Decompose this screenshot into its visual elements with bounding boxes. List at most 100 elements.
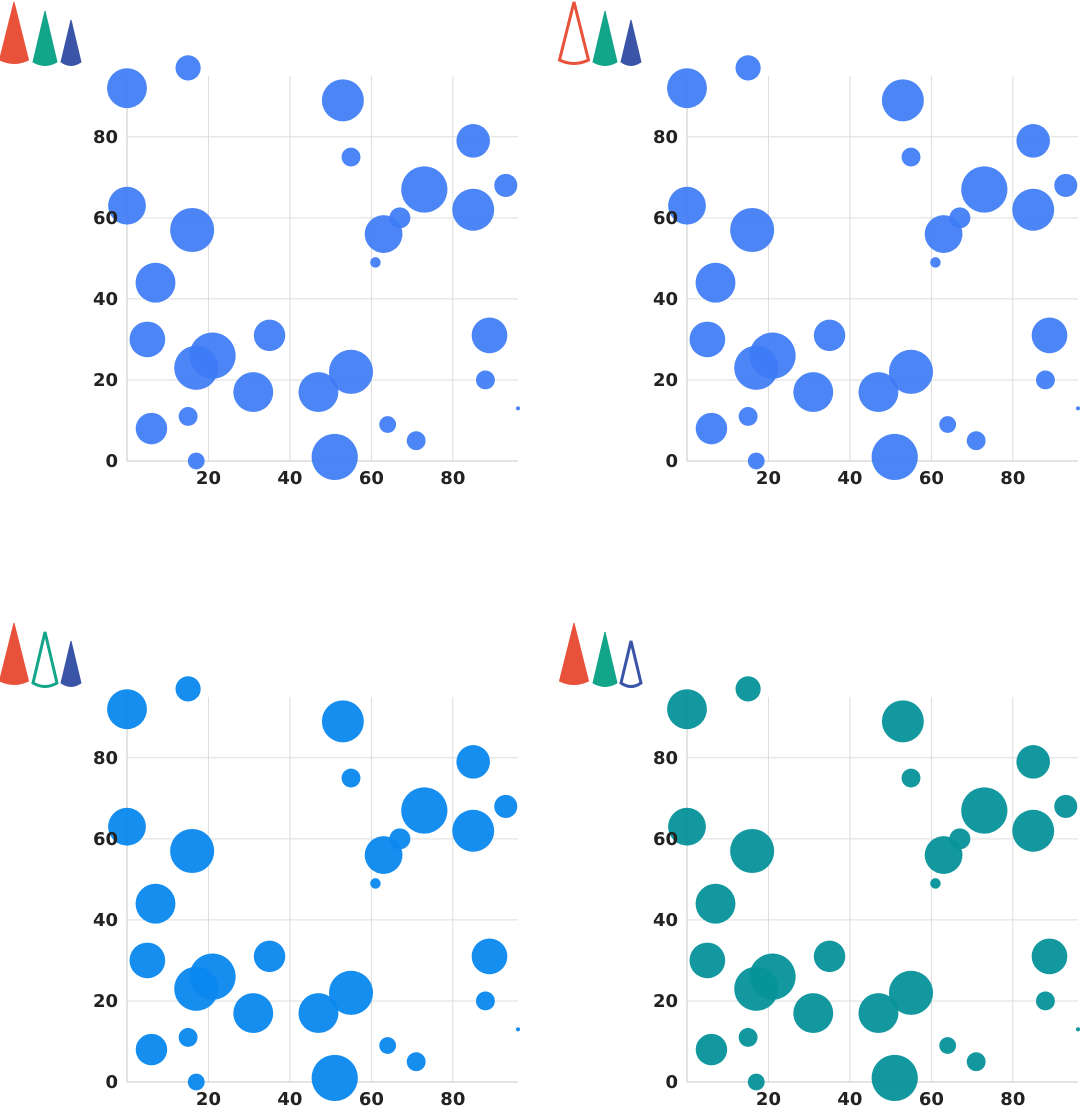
bubble-point[interactable] xyxy=(871,1054,918,1102)
bubble-point[interactable] xyxy=(888,970,934,1015)
bubble-point[interactable] xyxy=(668,807,706,846)
bubble-point[interactable] xyxy=(939,416,957,433)
bubble-point[interactable] xyxy=(108,186,146,225)
bubble-point[interactable] xyxy=(747,1073,765,1091)
bubble-point[interactable] xyxy=(667,68,707,109)
green-cone-icon[interactable] xyxy=(592,631,618,687)
bubble-point[interactable] xyxy=(328,970,374,1015)
bubble-point[interactable] xyxy=(135,1033,168,1066)
bubble-point[interactable] xyxy=(924,836,963,874)
bubble-point[interactable] xyxy=(321,700,364,743)
bubble-point[interactable] xyxy=(668,186,706,225)
bubble-point[interactable] xyxy=(1031,938,1068,975)
bubble-point[interactable] xyxy=(456,124,490,158)
navy-cone-icon[interactable] xyxy=(620,19,642,66)
bubble-point[interactable] xyxy=(311,1054,358,1102)
bubble-point[interactable] xyxy=(341,147,361,167)
bubble-point[interactable] xyxy=(1012,188,1055,231)
bubble-point[interactable] xyxy=(494,173,518,197)
bubble-point[interactable] xyxy=(233,372,274,413)
bubble-point[interactable] xyxy=(233,993,274,1034)
bubble-point[interactable] xyxy=(1075,406,1080,411)
bubble-point[interactable] xyxy=(364,836,403,874)
navy-cone-icon[interactable] xyxy=(619,640,643,688)
bubble-point[interactable] xyxy=(881,79,924,122)
bubble-point[interactable] xyxy=(321,79,364,122)
green-cone-icon[interactable] xyxy=(31,631,59,688)
bubble-point[interactable] xyxy=(401,166,448,213)
bubble-point[interactable] xyxy=(328,349,374,394)
bubble-point[interactable] xyxy=(379,1037,397,1054)
bubble-point[interactable] xyxy=(813,319,846,352)
bubble-point[interactable] xyxy=(1035,370,1055,390)
bubble-point[interactable] xyxy=(370,878,381,889)
bubble-point[interactable] xyxy=(813,940,846,973)
bubble-point[interactable] xyxy=(379,416,397,433)
bubble-point[interactable] xyxy=(170,207,215,253)
bubble-point[interactable] xyxy=(793,993,834,1034)
bubble-point[interactable] xyxy=(187,1073,205,1091)
red-cone-icon[interactable] xyxy=(0,1,30,64)
bubble-point[interactable] xyxy=(961,166,1008,213)
bubble-point[interactable] xyxy=(452,809,495,852)
bubble-point[interactable] xyxy=(174,966,219,1011)
bubble-point[interactable] xyxy=(494,794,518,818)
bubble-point[interactable] xyxy=(734,345,779,390)
bubble-point[interactable] xyxy=(1075,1027,1080,1032)
green-cone-icon[interactable] xyxy=(32,10,58,66)
bubble-point[interactable] xyxy=(1016,124,1050,158)
bubble-point[interactable] xyxy=(129,942,166,979)
bubble-point[interactable] xyxy=(695,262,736,303)
bubble-point[interactable] xyxy=(735,55,761,81)
bubble-point[interactable] xyxy=(475,991,495,1011)
bubble-point[interactable] xyxy=(475,370,495,390)
bubble-point[interactable] xyxy=(901,147,921,167)
bubble-point[interactable] xyxy=(107,689,147,730)
bubble-point[interactable] xyxy=(129,321,166,358)
bubble-point[interactable] xyxy=(170,828,215,874)
green-cone-icon[interactable] xyxy=(592,10,618,66)
bubble-point[interactable] xyxy=(901,768,921,788)
bubble-point[interactable] xyxy=(695,1033,728,1066)
bubble-point[interactable] xyxy=(858,993,899,1034)
bubble-point[interactable] xyxy=(253,940,286,973)
bubble-point[interactable] xyxy=(107,68,147,109)
bubble-point[interactable] xyxy=(730,828,775,874)
bubble-point[interactable] xyxy=(738,1027,758,1047)
bubble-point[interactable] xyxy=(175,55,201,81)
bubble-point[interactable] xyxy=(738,406,758,426)
bubble-point[interactable] xyxy=(881,700,924,743)
navy-cone-icon[interactable] xyxy=(60,640,82,687)
bubble-point[interactable] xyxy=(966,431,986,451)
bubble-point[interactable] xyxy=(298,372,339,413)
bubble-point[interactable] xyxy=(1035,991,1055,1011)
bubble-point[interactable] xyxy=(939,1037,957,1054)
bubble-point[interactable] xyxy=(456,745,490,779)
red-cone-icon[interactable] xyxy=(557,1,591,65)
bubble-point[interactable] xyxy=(178,406,198,426)
bubble-point[interactable] xyxy=(515,406,521,411)
bubble-point[interactable] xyxy=(730,207,775,253)
bubble-point[interactable] xyxy=(1031,317,1068,354)
bubble-point[interactable] xyxy=(471,317,508,354)
bubble-point[interactable] xyxy=(858,372,899,413)
bubble-point[interactable] xyxy=(689,321,726,358)
bubble-point[interactable] xyxy=(406,431,426,451)
bubble-point[interactable] xyxy=(695,883,736,924)
bubble-point[interactable] xyxy=(1012,809,1055,852)
bubble-point[interactable] xyxy=(178,1027,198,1047)
bubble-point[interactable] xyxy=(364,215,403,253)
bubble-point[interactable] xyxy=(452,188,495,231)
bubble-point[interactable] xyxy=(515,1027,521,1032)
bubble-point[interactable] xyxy=(341,768,361,788)
bubble-point[interactable] xyxy=(406,1052,426,1072)
bubble-point[interactable] xyxy=(135,883,176,924)
bubble-point[interactable] xyxy=(253,319,286,352)
bubble-point[interactable] xyxy=(966,1052,986,1072)
bubble-point[interactable] xyxy=(735,676,761,702)
bubble-point[interactable] xyxy=(135,412,168,445)
bubble-point[interactable] xyxy=(930,257,941,268)
red-cone-icon[interactable] xyxy=(558,622,590,685)
bubble-point[interactable] xyxy=(135,262,176,303)
bubble-point[interactable] xyxy=(1054,173,1078,197)
